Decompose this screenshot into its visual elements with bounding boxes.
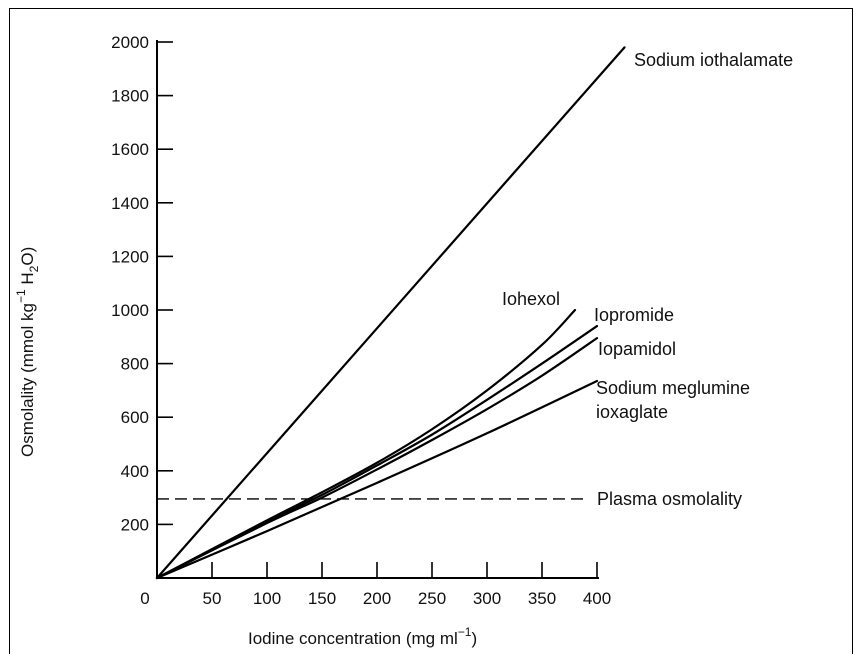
tick-marks xyxy=(157,41,598,578)
x-tick-label: 50 xyxy=(203,589,222,608)
y-tick-label: 2000 xyxy=(111,33,149,52)
y-tick-label: 1800 xyxy=(111,87,149,106)
sodium-iothalamate-label: Sodium iothalamate xyxy=(634,50,793,70)
iopamidol-line xyxy=(155,337,599,580)
y-tick-label: 1200 xyxy=(111,247,149,266)
y-tick-label: 600 xyxy=(121,408,149,427)
iopromide-line xyxy=(155,324,599,580)
sodium-meglumine-ioxaglate-label: ioxaglate xyxy=(596,402,668,422)
y-tick-label: 400 xyxy=(121,462,149,481)
x-tick-label: 300 xyxy=(473,589,501,608)
iopromide-label: Iopromide xyxy=(594,305,674,325)
y-tick-label: 800 xyxy=(121,355,149,374)
x-tick-label: 400 xyxy=(583,589,611,608)
x-tick-label: 150 xyxy=(308,589,336,608)
y-axis-title: Osmolality (mmol kg−1 H2O) xyxy=(14,247,41,457)
y-tick-label: 200 xyxy=(121,515,149,534)
y-tick-label: 1400 xyxy=(111,194,149,213)
sodium-meglumine-ioxaglate-label: Sodium meglumine xyxy=(596,378,750,398)
y-tick-label: 1600 xyxy=(111,140,149,159)
series-labels: Sodium iothalamate Iohexol Iopromide Iopami… xyxy=(502,50,793,509)
series-lines xyxy=(155,46,626,580)
sodium-iothalamate-line xyxy=(155,46,626,580)
y-tick-label: 1000 xyxy=(111,301,149,320)
sodium-meglumine-ioxaglate-line xyxy=(155,379,599,580)
tick-labels: 200 400 600 800 1000 1200 1400 1600 1800 2000 0 50 1… xyxy=(111,33,611,608)
plasma-osmolality-label: Plasma osmolality xyxy=(597,489,742,509)
iohexol-line xyxy=(155,308,577,580)
x-tick-label: 200 xyxy=(363,589,391,608)
x-axis-title: Iodine concentration (mg ml−1) xyxy=(248,625,477,648)
axes xyxy=(156,40,599,579)
x-tick-label: 250 xyxy=(418,589,446,608)
iopamidol-label: Iopamidol xyxy=(598,339,676,359)
iohexol-label: Iohexol xyxy=(502,289,560,309)
x-tick-label: 350 xyxy=(528,589,556,608)
x-tick-label: 100 xyxy=(253,589,281,608)
chart-frame xyxy=(9,8,853,654)
x-tick-label: 0 xyxy=(140,589,149,608)
